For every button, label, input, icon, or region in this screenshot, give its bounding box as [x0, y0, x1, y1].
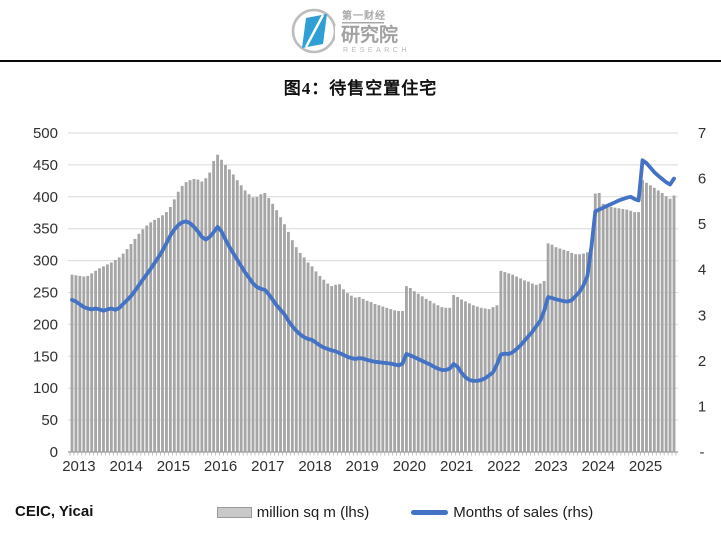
chart-area: 0 50 100 150 200 250 300 350 400 450 500 - 1 2 3 4 5 6 7 20…: [0, 112, 721, 492]
svg-text:50: 50: [41, 412, 58, 429]
legend-item-bars: million sq m (lhs): [216, 503, 370, 521]
svg-text:2013: 2013: [62, 458, 95, 475]
svg-text:5: 5: [698, 216, 706, 233]
svg-text:2014: 2014: [110, 458, 143, 475]
svg-text:2025: 2025: [629, 458, 662, 475]
svg-text:0: 0: [50, 444, 58, 461]
svg-text:7: 7: [698, 125, 706, 142]
svg-text:2020: 2020: [393, 458, 426, 475]
svg-text:350: 350: [33, 221, 58, 238]
logo-line3: RESEARCH: [343, 47, 410, 54]
svg-text:450: 450: [33, 157, 58, 174]
header-divider: [0, 60, 721, 62]
bar-swatch-icon: [216, 506, 252, 518]
svg-text:2021: 2021: [440, 458, 473, 475]
logo-slash: [304, 14, 324, 48]
legend-label-bars: million sq m (lhs): [256, 503, 370, 521]
svg-text:2: 2: [698, 353, 706, 370]
bars-series: [70, 154, 676, 453]
logo-divider: [341, 22, 384, 24]
svg-text:-: -: [700, 444, 705, 461]
x-axis: [68, 451, 678, 456]
logo-line1: 第一财经: [342, 9, 386, 22]
logo-circle-gap: [334, 26, 343, 38]
left-axis-labels: 0 50 100 150 200 250 300 350 400 450 500: [33, 125, 58, 461]
svg-text:2017: 2017: [251, 458, 284, 475]
svg-text:300: 300: [33, 253, 58, 270]
chart-legend: million sq m (lhs) Months of sales (rhs): [185, 500, 625, 524]
svg-text:1: 1: [698, 398, 706, 415]
svg-text:500: 500: [33, 125, 58, 142]
legend-item-line: Months of sales (rhs): [411, 504, 593, 521]
right-axis-labels: - 1 2 3 4 5 6 7: [698, 125, 706, 461]
svg-text:4: 4: [698, 262, 706, 279]
svg-text:2015: 2015: [157, 458, 190, 475]
svg-text:3: 3: [698, 307, 706, 324]
svg-text:2019: 2019: [346, 458, 379, 475]
svg-text:400: 400: [33, 189, 58, 206]
legend-label-line: Months of sales (rhs): [453, 503, 594, 521]
unsold-housing-chart: 0 50 100 150 200 250 300 350 400 450 500 - 1 2 3 4 5 6 7 20…: [33, 125, 706, 475]
yicai-research-logo: 第一财经 研究院 RESEARCH: [291, 8, 410, 54]
svg-text:2016: 2016: [204, 458, 237, 475]
source-label: CEIC, Yicai: [15, 503, 94, 520]
svg-text:6: 6: [698, 171, 706, 188]
svg-text:2023: 2023: [534, 458, 567, 475]
sales-line: [70, 158, 676, 383]
logo-line2: 研究院: [341, 23, 398, 46]
svg-text:2022: 2022: [487, 458, 520, 475]
figure-title: 图4：待售空置住宅: [283, 79, 438, 98]
svg-text:200: 200: [33, 316, 58, 333]
svg-text:150: 150: [33, 348, 58, 365]
x-axis-labels: 2013 2014 2015 2016 2017 2018 2019 2020 2021 2022…: [62, 458, 662, 475]
header: 第一财经 研究院 RESEARCH: [0, 4, 721, 58]
svg-text:250: 250: [33, 285, 58, 302]
svg-text:2018: 2018: [298, 458, 331, 475]
line-swatch-icon: [411, 509, 449, 515]
svg-text:100: 100: [33, 380, 58, 397]
svg-text:2024: 2024: [582, 458, 615, 475]
